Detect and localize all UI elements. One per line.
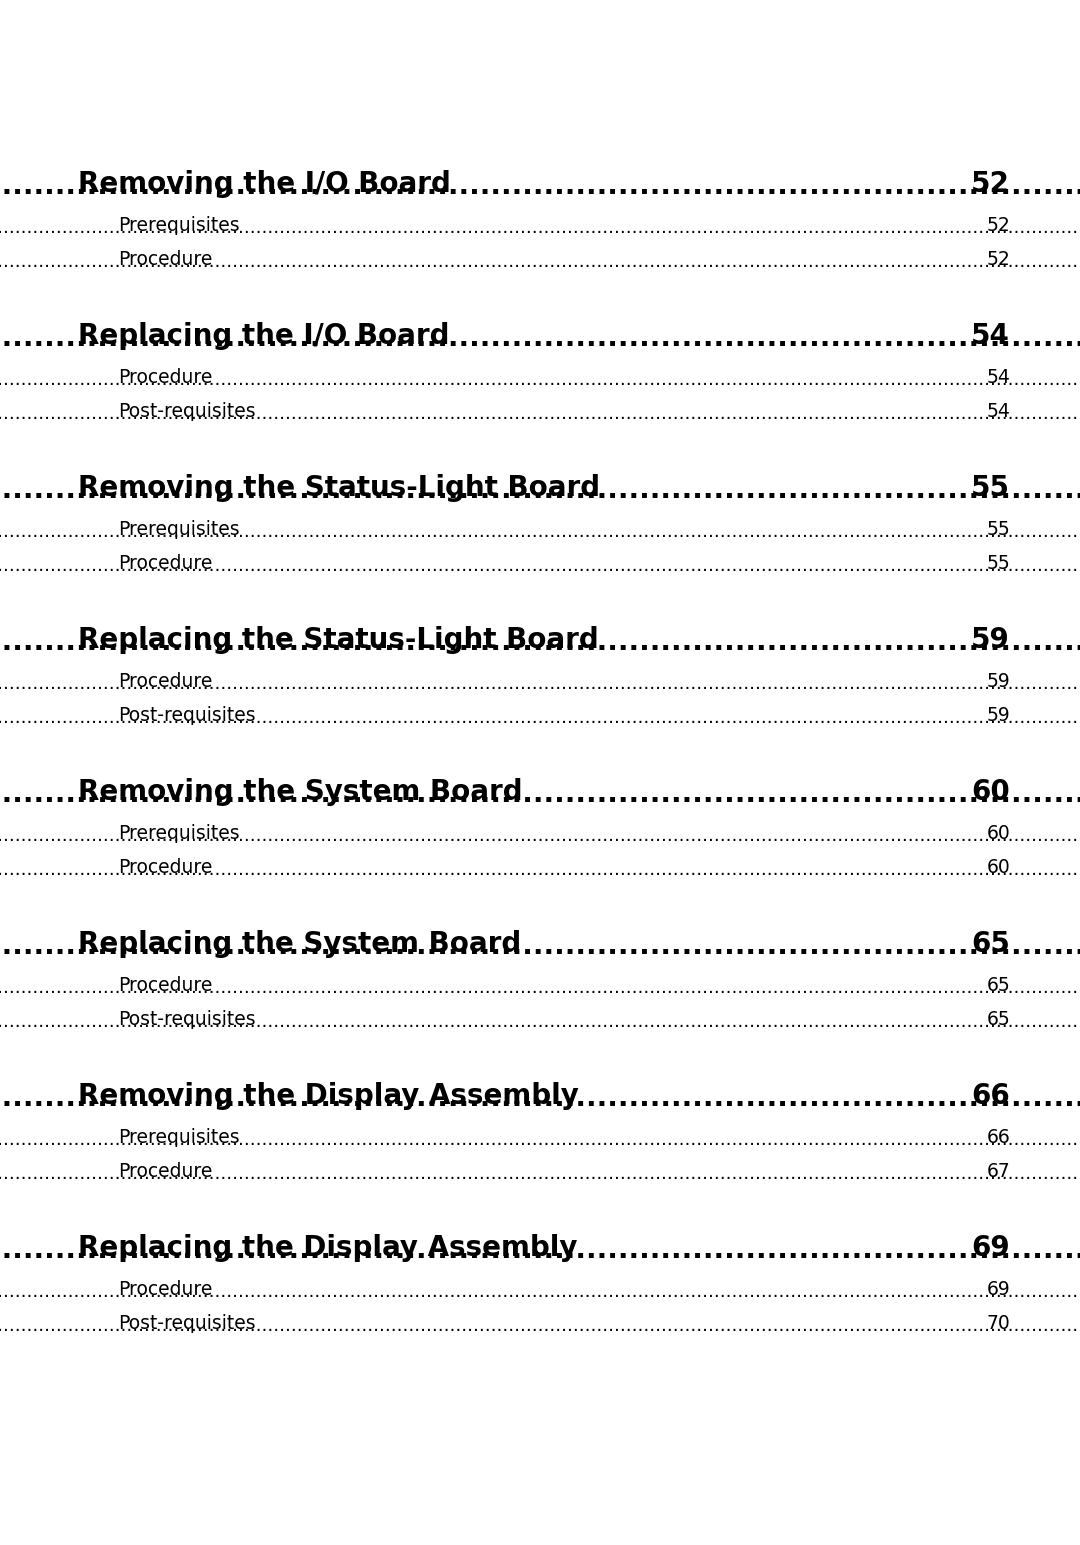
Text: 59: 59 [971,626,1010,654]
Text: Removing the I/O Board: Removing the I/O Board [78,170,450,198]
Text: ................................................................................: ........................................… [0,780,1080,808]
Text: Procedure: Procedure [118,672,213,691]
Text: ................................................................................: ........................................… [0,324,1080,352]
Text: ................................................................................: ........................................… [0,1129,1080,1149]
Text: ................................................................................: ........................................… [0,1236,1080,1264]
Text: 60: 60 [986,823,1010,844]
Text: Replacing the System Board: Replacing the System Board [78,930,522,958]
Text: ................................................................................: ........................................… [0,978,1080,997]
Text: ................................................................................: ........................................… [0,218,1080,236]
Text: ................................................................................: ........................................… [0,861,1080,879]
Text: ................................................................................: ........................................… [0,1085,1080,1112]
Text: ................................................................................: ........................................… [0,708,1080,728]
Text: Procedure: Procedure [118,857,213,878]
Text: 54: 54 [986,402,1010,420]
Text: 54: 54 [986,368,1010,386]
Text: Removing the Status-Light Board: Removing the Status-Light Board [78,474,600,502]
Text: 66: 66 [986,1128,1010,1146]
Text: Procedure: Procedure [118,1162,213,1180]
Text: 55: 55 [971,474,1010,502]
Text: Procedure: Procedure [118,976,213,995]
Text: Replacing the Status-Light Board: Replacing the Status-Light Board [78,626,598,654]
Text: ................................................................................: ........................................… [0,1163,1080,1183]
Text: Procedure: Procedure [118,368,213,386]
Text: 69: 69 [971,1234,1010,1262]
Text: ................................................................................: ........................................… [0,827,1080,845]
Text: ................................................................................: ........................................… [0,1282,1080,1301]
Text: ................................................................................: ........................................… [0,627,1080,657]
Text: Removing the Display Assembly: Removing the Display Assembly [78,1082,579,1109]
Text: 55: 55 [986,555,1010,573]
Text: 69: 69 [986,1279,1010,1299]
Text: Removing the System Board: Removing the System Board [78,779,523,806]
Text: ................................................................................: ........................................… [0,1012,1080,1031]
Text: Procedure: Procedure [118,555,213,573]
Text: ................................................................................: ........................................… [0,403,1080,423]
Text: Procedure: Procedure [118,1279,213,1299]
Text: 59: 59 [986,706,1010,725]
Text: ................................................................................: ........................................… [0,369,1080,389]
Text: Post-requisites: Post-requisites [118,706,256,725]
Text: Post-requisites: Post-requisites [118,402,256,420]
Text: ................................................................................: ........................................… [0,522,1080,541]
Text: ................................................................................: ........................................… [0,556,1080,575]
Text: ................................................................................: ........................................… [0,674,1080,694]
Text: ................................................................................: ........................................… [0,252,1080,270]
Text: 65: 65 [986,976,1010,995]
Text: 52: 52 [971,170,1010,198]
Text: 65: 65 [986,1010,1010,1029]
Text: ................................................................................: ........................................… [0,171,1080,199]
Text: 52: 52 [986,216,1010,235]
Text: 60: 60 [986,857,1010,878]
Text: 65: 65 [971,930,1010,958]
Text: Post-requisites: Post-requisites [118,1313,256,1333]
Text: 54: 54 [971,321,1010,351]
Text: Replacing the Display Assembly: Replacing the Display Assembly [78,1234,578,1262]
Text: Prerequisites: Prerequisites [118,521,240,539]
Text: Replacing the I/O Board: Replacing the I/O Board [78,321,449,351]
Text: ................................................................................: ........................................… [0,476,1080,504]
Text: Prerequisites: Prerequisites [118,216,240,235]
Text: 67: 67 [986,1162,1010,1180]
Text: 55: 55 [986,521,1010,539]
Text: 60: 60 [971,779,1010,806]
Text: Prerequisites: Prerequisites [118,1128,240,1146]
Text: ................................................................................: ........................................… [0,932,1080,959]
Text: 70: 70 [986,1313,1010,1333]
Text: 52: 52 [986,250,1010,269]
Text: 59: 59 [986,672,1010,691]
Text: 66: 66 [971,1082,1010,1109]
Text: Post-requisites: Post-requisites [118,1010,256,1029]
Text: ................................................................................: ........................................… [0,1316,1080,1335]
Text: Procedure: Procedure [118,250,213,269]
Text: Prerequisites: Prerequisites [118,823,240,844]
